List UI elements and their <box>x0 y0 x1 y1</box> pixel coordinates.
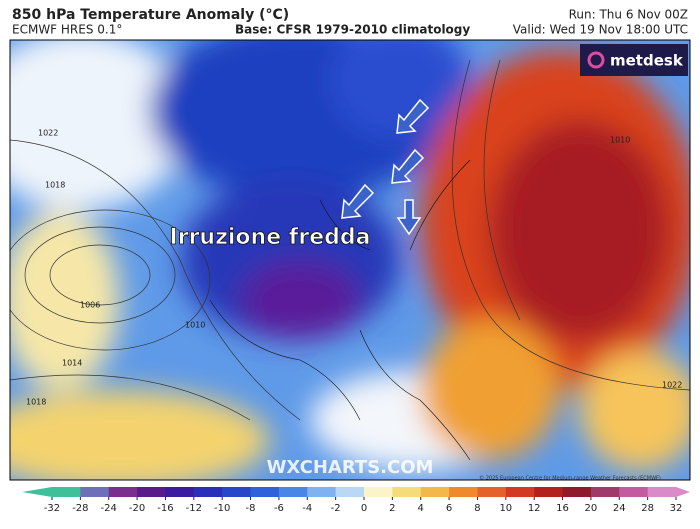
colorbar-tick-label: 6 <box>446 503 452 514</box>
colorbar-segment <box>477 487 507 497</box>
logo: metdesk <box>610 52 684 70</box>
isobar-label: 1006 <box>80 301 100 310</box>
colorbar: -32 -28 -24 -20 -16 -12 -10 -8 -6 -4 -2 0 2 4 6 8 10 12 16… <box>22 487 690 514</box>
colorbar-segment <box>420 487 450 497</box>
colorbar-segment <box>108 487 138 497</box>
colorbar-tick-label: 24 <box>613 503 626 514</box>
title: 850 hPa Temperature Anomaly (°C) <box>12 7 289 23</box>
isobar-label: 1018 <box>45 181 65 190</box>
colorbar-tick-label: -20 <box>129 503 145 514</box>
base: Base: CFSR 1979-2010 climatology <box>235 23 470 37</box>
map-frame <box>9 39 691 481</box>
colorbar-tick-label: 4 <box>418 503 424 514</box>
isobar-label: 1014 <box>62 359 82 368</box>
colorbar-tick-label: 10 <box>499 503 512 514</box>
colorbar-tick-label: 0 <box>361 503 367 514</box>
colorbar-tick-label: -10 <box>214 503 230 514</box>
colorbar-segment <box>562 487 592 497</box>
valid: Valid: Wed 19 Nov 18:00 UTC <box>513 23 688 37</box>
colorbar-tick-label: -24 <box>101 503 117 514</box>
colorbar-tick-label: 20 <box>585 503 598 514</box>
watermark: WXCHARTS.COM <box>267 457 434 478</box>
colorbar-tick-label: -32 <box>44 503 60 514</box>
isobar-label: 1022 <box>662 381 682 390</box>
isobar-label: 1022 <box>38 129 58 138</box>
logo-box <box>580 44 688 76</box>
colorbar-segment <box>137 487 166 497</box>
arrows <box>341 98 430 236</box>
anomaly-field <box>10 40 690 480</box>
model: ECMWF HRES 0.1° <box>12 23 122 37</box>
colorbar-tick-label: -8 <box>246 503 256 514</box>
isobar-label: 1018 <box>26 398 46 407</box>
colorbar-segment <box>335 487 365 497</box>
colorbar-end <box>676 487 690 497</box>
coastlines <box>209 159 471 461</box>
colorbar-segment <box>278 487 308 497</box>
colorbar-segment <box>52 487 81 497</box>
colorbar-end <box>22 487 52 497</box>
isobars <box>10 59 690 421</box>
colorbar-tick-label: -28 <box>72 503 88 514</box>
annotation: Irruzione fredda <box>170 225 371 250</box>
colorbar-segment <box>364 487 393 497</box>
colorbar-segment <box>619 487 649 497</box>
colorbar-tick-label: 8 <box>474 503 480 514</box>
run: Run: Thu 6 Nov 00Z <box>569 8 688 22</box>
colorbar-tick-label: 2 <box>389 503 395 514</box>
colorbar-segment <box>165 487 195 497</box>
colorbar-tick-label: 16 <box>556 503 569 514</box>
colorbar-segment <box>193 487 223 497</box>
colorbar-segment <box>80 487 110 497</box>
logo-icon <box>587 51 605 69</box>
colorbar-tick-label: -6 <box>274 503 284 514</box>
isobar-label: 1010 <box>610 136 630 145</box>
colorbar-segment <box>250 487 280 497</box>
colorbar-segment <box>590 487 620 497</box>
colorbar-tick-label: 12 <box>528 503 541 514</box>
colorbar-tick-label: -16 <box>157 503 173 514</box>
map: metdesk Irruzione fredda WXCHARTS.COM © … <box>10 40 690 482</box>
colorbar-tick-label: -12 <box>186 503 202 514</box>
colorbar-segment <box>392 487 422 497</box>
colorbar-segment <box>307 487 337 497</box>
colorbar-tick-label: -2 <box>331 503 341 514</box>
colorbar-segment <box>505 487 535 497</box>
colorbar-segment <box>449 487 478 497</box>
isobar-label: 1010 <box>185 321 205 330</box>
colorbar-tick-label: 32 <box>670 503 683 514</box>
colorbar-segment <box>534 487 564 497</box>
colorbar-tick-label: 28 <box>641 503 654 514</box>
colorbar-segment <box>222 487 252 497</box>
credit: © 2025 European Centre for Medium-range … <box>479 475 661 482</box>
colorbar-segment <box>647 487 677 497</box>
colorbar-tick-label: -4 <box>302 503 312 514</box>
